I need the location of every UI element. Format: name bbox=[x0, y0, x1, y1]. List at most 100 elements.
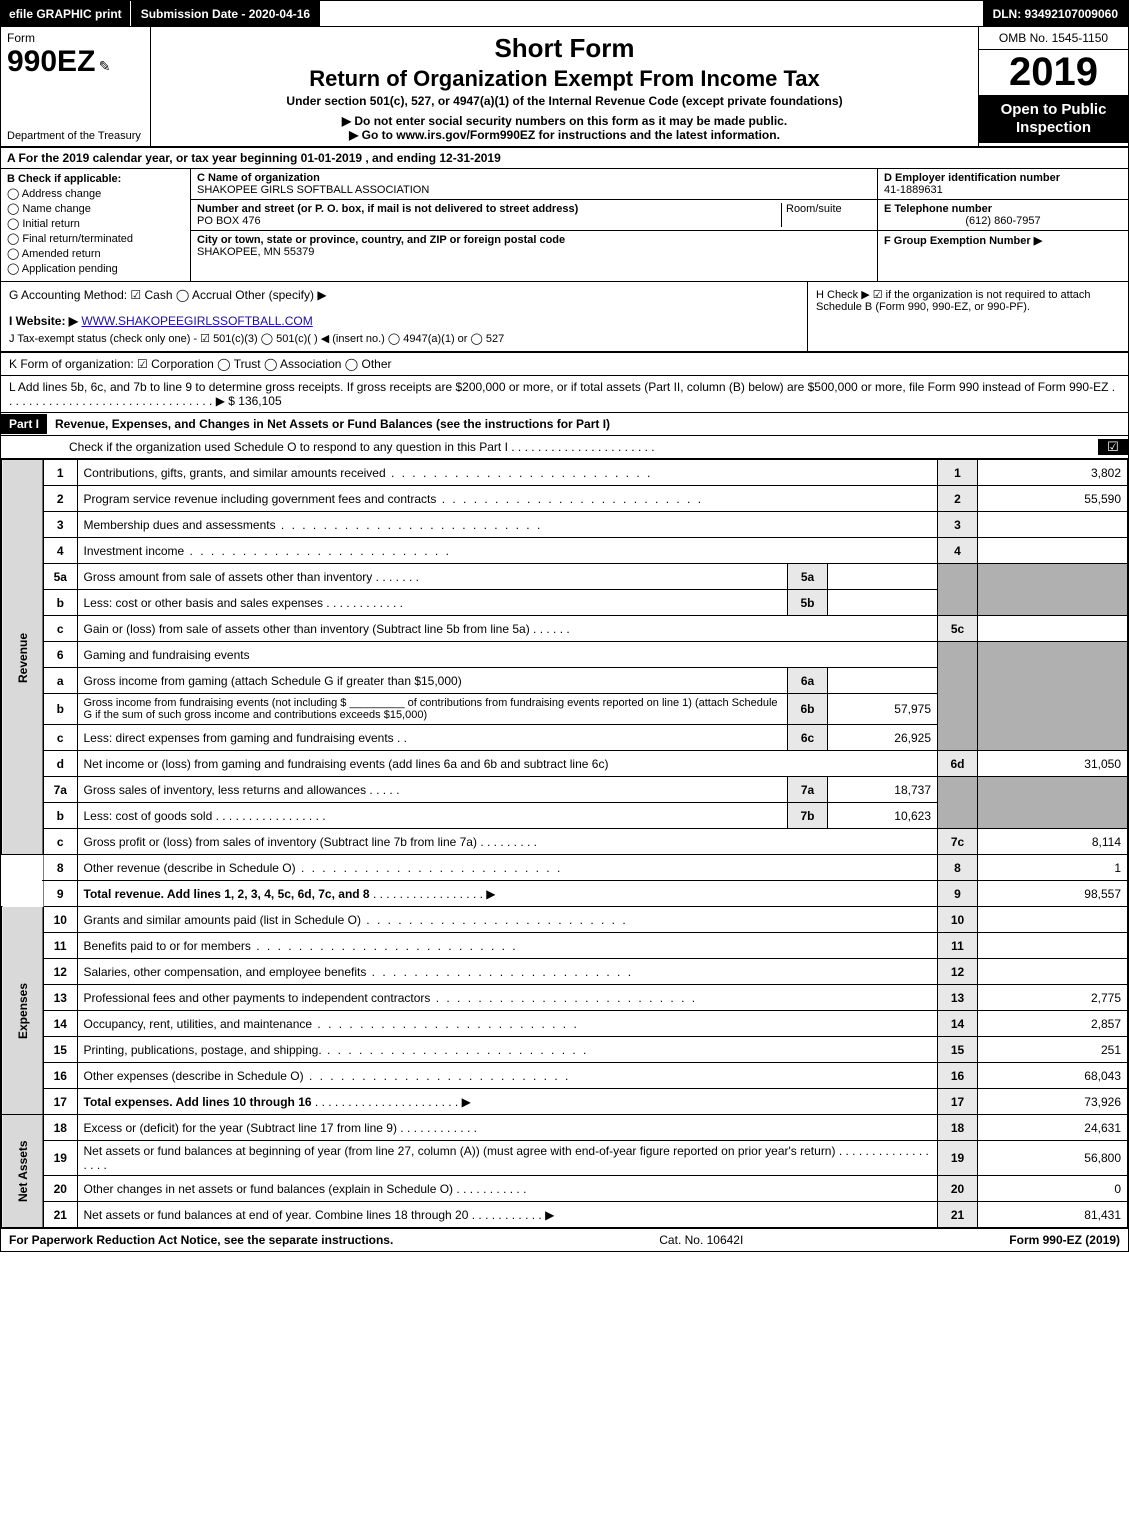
c-name-label: C Name of organization bbox=[197, 172, 871, 184]
v-19: 56,800 bbox=[978, 1141, 1128, 1176]
ln-11: 11 bbox=[43, 933, 77, 959]
section-c: C Name of organization SHAKOPEE GIRLS SO… bbox=[191, 169, 878, 281]
sl-5b: 5b bbox=[788, 590, 828, 616]
sv-7b: 10,623 bbox=[828, 803, 938, 829]
v-1: 3,802 bbox=[978, 460, 1128, 486]
efile-button[interactable]: efile GRAPHIC print bbox=[1, 1, 131, 26]
sv-7a: 18,737 bbox=[828, 777, 938, 803]
c-city-label: City or town, state or province, country… bbox=[197, 234, 871, 246]
rn-2: 2 bbox=[938, 486, 978, 512]
sv-6b: 57,975 bbox=[828, 694, 938, 725]
d-6: Gaming and fundraising events bbox=[77, 642, 938, 668]
submission-date: Submission Date - 2020-04-16 bbox=[131, 1, 320, 26]
sv-6a bbox=[828, 668, 938, 694]
rn-13: 13 bbox=[938, 985, 978, 1011]
v-14: 2,857 bbox=[978, 1011, 1128, 1037]
chk-pending[interactable]: Application pending bbox=[7, 262, 184, 275]
d-19: Net assets or fund balances at beginning… bbox=[84, 1144, 836, 1158]
d-2: Program service revenue including govern… bbox=[84, 492, 437, 506]
ln-9: 9 bbox=[43, 881, 77, 907]
v-5c bbox=[978, 616, 1128, 642]
ln-1: 1 bbox=[43, 460, 77, 486]
chk-initial[interactable]: Initial return bbox=[7, 217, 184, 230]
rn-10: 10 bbox=[938, 907, 978, 933]
rn-8: 8 bbox=[938, 855, 978, 881]
d-15: Printing, publications, postage, and shi… bbox=[84, 1043, 322, 1057]
d-4: Investment income bbox=[84, 544, 185, 558]
d-8: Other revenue (describe in Schedule O) bbox=[84, 861, 296, 875]
ln-16: 16 bbox=[43, 1063, 77, 1089]
org-city: SHAKOPEE, MN 55379 bbox=[197, 246, 314, 258]
ln-4: 4 bbox=[43, 538, 77, 564]
ln-13: 13 bbox=[43, 985, 77, 1011]
website-link[interactable]: WWW.SHAKOPEEGIRLSSOFTBALL.COM bbox=[81, 314, 312, 328]
v-17: 73,926 bbox=[978, 1089, 1128, 1115]
form-title-2: Return of Organization Exempt From Incom… bbox=[159, 66, 970, 92]
chk-address[interactable]: Address change bbox=[7, 187, 184, 200]
v-21: 81,431 bbox=[978, 1202, 1128, 1228]
c-addr-label: Number and street (or P. O. box, if mail… bbox=[197, 203, 781, 215]
ln-7a: 7a bbox=[43, 777, 77, 803]
chk-name[interactable]: Name change bbox=[7, 202, 184, 215]
d-9: Total revenue. Add lines 1, 2, 3, 4, 5c,… bbox=[84, 887, 370, 901]
ln-7b: b bbox=[43, 803, 77, 829]
rn-1: 1 bbox=[938, 460, 978, 486]
sl-6c: 6c bbox=[788, 725, 828, 751]
ln-6d: d bbox=[43, 751, 77, 777]
part1-title: Revenue, Expenses, and Changes in Net As… bbox=[47, 413, 1128, 435]
footer-left: For Paperwork Reduction Act Notice, see … bbox=[9, 1233, 393, 1247]
rn-19: 19 bbox=[938, 1141, 978, 1176]
rn-14: 14 bbox=[938, 1011, 978, 1037]
sv-5a bbox=[828, 564, 938, 590]
rn-11: 11 bbox=[938, 933, 978, 959]
chk-final[interactable]: Final return/terminated bbox=[7, 232, 184, 245]
rn-5c: 5c bbox=[938, 616, 978, 642]
section-def: D Employer identification number 41-1889… bbox=[878, 169, 1128, 281]
part1-checkbox[interactable]: ☑ bbox=[1098, 439, 1128, 455]
ln-8: 8 bbox=[43, 855, 77, 881]
row-h: H Check ▶ ☑ if the organization is not r… bbox=[808, 282, 1128, 351]
ln-6b: b bbox=[43, 694, 77, 725]
d-16: Other expenses (describe in Schedule O) bbox=[84, 1069, 304, 1083]
phone: (612) 860-7957 bbox=[884, 215, 1122, 227]
dln-label: DLN: 93492107009060 bbox=[983, 1, 1128, 26]
sv-5b bbox=[828, 590, 938, 616]
f-label: F Group Exemption Number ▶ bbox=[884, 235, 1042, 247]
ln-15: 15 bbox=[43, 1037, 77, 1063]
goto-link[interactable]: ▶ Go to www.irs.gov/Form990EZ for instru… bbox=[159, 128, 970, 142]
form-word: Form bbox=[7, 31, 35, 45]
v-2: 55,590 bbox=[978, 486, 1128, 512]
ln-10: 10 bbox=[43, 907, 77, 933]
rn-16: 16 bbox=[938, 1063, 978, 1089]
ln-19: 19 bbox=[43, 1141, 77, 1176]
form-number: 990EZ bbox=[7, 45, 95, 78]
rn-17: 17 bbox=[938, 1089, 978, 1115]
side-expenses: Expenses bbox=[2, 907, 44, 1115]
v-8: 1 bbox=[978, 855, 1128, 881]
d-11: Benefits paid to or for members bbox=[84, 939, 251, 953]
ln-20: 20 bbox=[43, 1176, 77, 1202]
tax-year: 2019 bbox=[979, 50, 1128, 95]
rn-9: 9 bbox=[938, 881, 978, 907]
v-3 bbox=[978, 512, 1128, 538]
e-label: E Telephone number bbox=[884, 203, 992, 215]
sl-5a: 5a bbox=[788, 564, 828, 590]
chk-amended[interactable]: Amended return bbox=[7, 247, 184, 260]
rn-18: 18 bbox=[938, 1115, 978, 1141]
d-14: Occupancy, rent, utilities, and maintena… bbox=[84, 1017, 313, 1031]
section-b: B Check if applicable: Address change Na… bbox=[1, 169, 191, 281]
sl-6a: 6a bbox=[788, 668, 828, 694]
ln-6: 6 bbox=[43, 642, 77, 668]
d-13: Professional fees and other payments to … bbox=[84, 991, 431, 1005]
ln-2: 2 bbox=[43, 486, 77, 512]
row-a: A For the 2019 calendar year, or tax yea… bbox=[1, 148, 1128, 169]
rn-15: 15 bbox=[938, 1037, 978, 1063]
d-3: Membership dues and assessments bbox=[84, 518, 276, 532]
sv-6c: 26,925 bbox=[828, 725, 938, 751]
org-address: PO BOX 476 bbox=[197, 215, 261, 227]
form-id-box: Form 990EZ ✎ Department of the Treasury bbox=[1, 27, 151, 146]
room-label: Room/suite bbox=[786, 203, 842, 215]
ln-12: 12 bbox=[43, 959, 77, 985]
form-year-box: OMB No. 1545-1150 2019 Open to Public In… bbox=[978, 27, 1128, 146]
ln-21: 21 bbox=[43, 1202, 77, 1228]
